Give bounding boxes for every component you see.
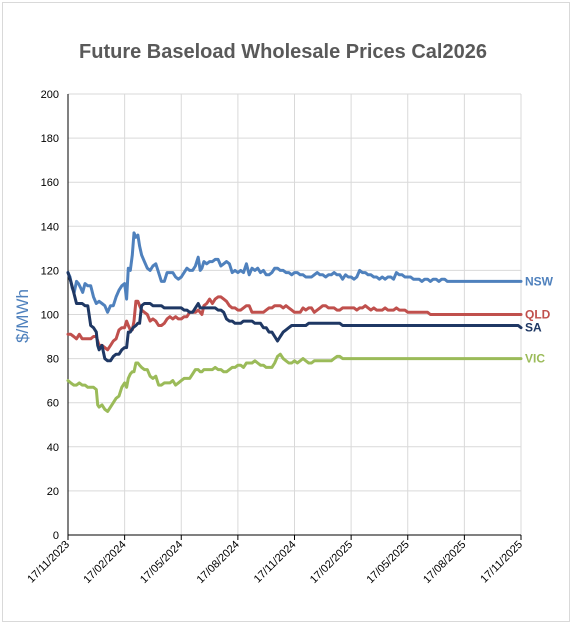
y-tick-label: 60: [47, 398, 59, 410]
x-tick-label: 17/02/2025: [308, 539, 355, 586]
series-label-qld: QLD: [525, 308, 551, 322]
x-tick-label: 17/05/2025: [364, 539, 411, 586]
y-tick-label: 180: [41, 133, 59, 145]
x-tick-label: 17/02/2024: [81, 539, 128, 586]
x-tick-label: 17/11/2025: [478, 539, 525, 586]
x-tick-label: 17/08/2024: [195, 539, 242, 586]
y-tick-label: 20: [47, 486, 59, 498]
series-line-qld: [66, 295, 523, 352]
y-axis-label: $/MWh: [13, 289, 32, 343]
series-line-vic: [66, 352, 523, 413]
y-tick-label: 120: [41, 265, 59, 277]
y-tick-label: 200: [41, 89, 59, 101]
y-tick-label: 160: [41, 177, 59, 189]
x-tick-label: 17/11/2024: [252, 539, 299, 586]
y-tick-label: 0: [53, 530, 59, 542]
y-tick-label: 40: [47, 442, 59, 454]
x-tick-label: 17/05/2024: [138, 539, 185, 586]
y-tick-label: 140: [41, 221, 59, 233]
y-tick-label: 100: [41, 310, 59, 322]
series-label-sa: SA: [525, 321, 542, 335]
y-tick-label: 80: [47, 354, 59, 366]
series-label-vic: VIC: [525, 352, 545, 366]
series-label-nsw: NSW: [525, 274, 554, 288]
chart-title: Future Baseload Wholesale Prices Cal2026: [79, 41, 487, 63]
x-tick-label: 17/11/2023: [25, 539, 72, 586]
series-line-nsw: [66, 231, 523, 314]
series-lines: [66, 231, 523, 413]
x-tick-label: 17/08/2025: [421, 539, 468, 586]
series-line-sa: [66, 271, 523, 363]
